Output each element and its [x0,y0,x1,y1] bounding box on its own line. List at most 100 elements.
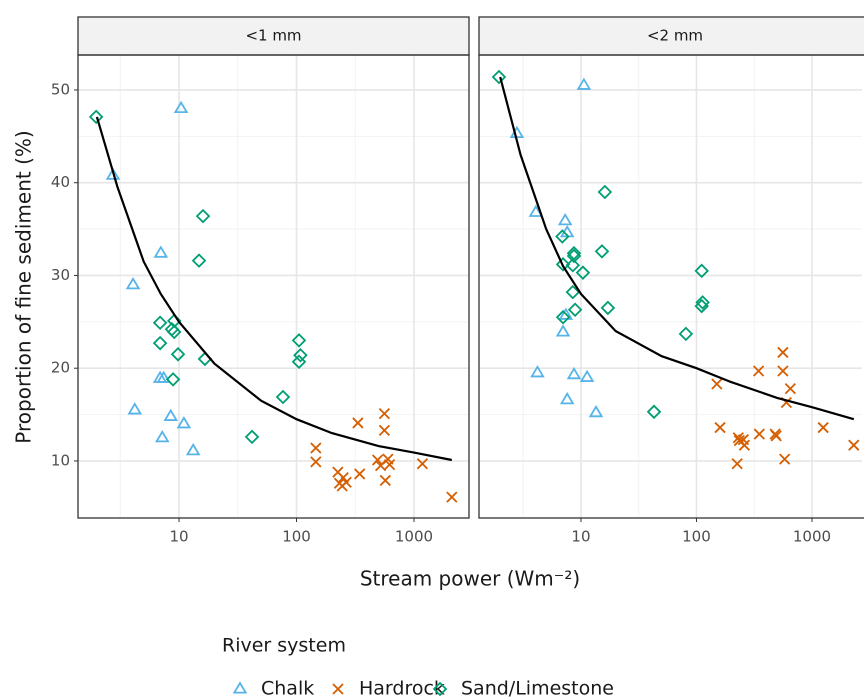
y-tick-label: 10 [51,451,70,469]
point [646,404,662,420]
point [567,302,583,318]
point [163,408,179,421]
point [176,416,192,429]
point [694,263,709,279]
x-tick-label: 10 [169,528,188,546]
point [491,69,507,85]
point [597,184,613,200]
plot-layer [88,100,458,503]
x-tick-label: 100 [682,528,711,546]
point [173,100,189,114]
point [555,324,571,337]
point [600,300,616,316]
panel-border [478,54,864,519]
point [555,257,571,272]
point [291,333,307,348]
legend-label: Hardrock [359,678,445,697]
point [195,208,211,224]
point [244,429,260,445]
point [594,244,610,259]
y-tick-label: 30 [51,266,70,284]
point [152,335,168,351]
y-axis-title: Proportion of fine sediment (%) [12,130,36,443]
point [166,324,182,340]
point [566,366,582,380]
x-tick-label: 10 [571,528,590,546]
x-tick-label: 1000 [395,528,433,546]
point [191,253,207,268]
point [291,354,307,369]
point [293,347,308,363]
point [152,315,168,331]
point [530,365,545,378]
legend-label: Sand/Limestone [461,678,614,697]
point [310,456,322,468]
point [565,284,581,300]
point [170,347,186,362]
point [777,365,789,377]
point [731,458,743,470]
point [752,365,765,377]
fit-line [95,116,453,462]
point [558,307,574,320]
point [383,459,396,471]
point [694,298,709,314]
point [557,212,573,226]
point [185,442,201,456]
point [371,454,384,466]
x-tick-label: 1000 [793,528,831,546]
point [575,265,591,280]
point [275,389,291,405]
point [165,372,181,387]
fit-line [499,76,855,421]
point [127,402,143,415]
point [340,476,352,488]
y-tick-label: 40 [51,173,70,191]
x-tick-label: 100 [282,528,311,546]
legend-label: Chalk [261,678,314,697]
y-tick-label: 20 [51,359,70,377]
point [555,229,570,244]
point [695,295,710,310]
plot-background [78,55,469,518]
point [153,245,169,258]
point [817,421,829,434]
legend-key [432,681,448,697]
x-axis-title: Stream power (Wm⁻²) [360,567,580,591]
point [579,369,595,382]
point [559,391,575,405]
point [310,442,322,454]
point [88,109,104,125]
facet-strip [478,16,864,56]
legend-title: River system [222,635,346,657]
point [678,326,694,342]
facet-title: <2 mm [647,27,703,45]
point [777,346,789,359]
point [156,370,171,383]
point [105,167,121,180]
point [714,421,726,434]
panel-border [77,54,470,519]
point [378,424,391,436]
facet-title: <1 mm [245,27,301,45]
point [753,428,765,440]
point [566,248,582,264]
point [154,430,170,443]
point [352,417,364,429]
point [779,453,791,465]
point [125,276,141,290]
point [588,404,604,418]
point [528,204,544,217]
legend-key [332,683,344,695]
point [555,309,571,325]
point [576,77,592,90]
point [354,468,366,480]
point [848,439,860,451]
point [738,439,751,451]
point [416,458,429,470]
point [379,474,391,487]
plot-background [479,55,862,518]
plot-layer [491,69,860,470]
point [378,408,391,420]
